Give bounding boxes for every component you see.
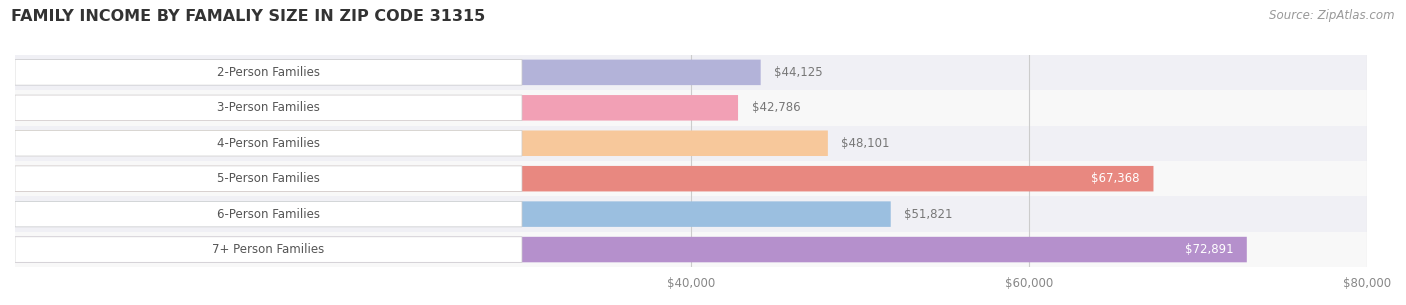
Text: 2-Person Families: 2-Person Families (217, 66, 321, 79)
Text: FAMILY INCOME BY FAMALIY SIZE IN ZIP CODE 31315: FAMILY INCOME BY FAMALIY SIZE IN ZIP COD… (11, 9, 485, 24)
FancyBboxPatch shape (15, 131, 828, 156)
Bar (15, 161, 1367, 196)
Text: $51,821: $51,821 (904, 208, 953, 221)
FancyBboxPatch shape (15, 237, 522, 262)
Text: 5-Person Families: 5-Person Families (217, 172, 321, 185)
FancyBboxPatch shape (15, 166, 522, 192)
Bar (15, 126, 1367, 161)
Bar (15, 55, 1367, 90)
FancyBboxPatch shape (15, 166, 1153, 192)
Text: $44,125: $44,125 (775, 66, 823, 79)
Text: $48,101: $48,101 (841, 137, 890, 150)
FancyBboxPatch shape (15, 95, 522, 120)
FancyBboxPatch shape (15, 95, 738, 120)
Bar (15, 90, 1367, 126)
Text: $72,891: $72,891 (1185, 243, 1233, 256)
Text: 3-Person Families: 3-Person Families (217, 101, 321, 114)
FancyBboxPatch shape (15, 59, 761, 85)
FancyBboxPatch shape (15, 59, 522, 85)
FancyBboxPatch shape (15, 201, 891, 227)
Text: 7+ Person Families: 7+ Person Families (212, 243, 325, 256)
Text: 6-Person Families: 6-Person Families (217, 208, 321, 221)
Text: $67,368: $67,368 (1091, 172, 1140, 185)
FancyBboxPatch shape (15, 131, 522, 156)
Text: $42,786: $42,786 (752, 101, 800, 114)
Bar (15, 196, 1367, 232)
Text: 4-Person Families: 4-Person Families (217, 137, 321, 150)
FancyBboxPatch shape (15, 237, 1247, 262)
FancyBboxPatch shape (15, 201, 522, 227)
Text: Source: ZipAtlas.com: Source: ZipAtlas.com (1270, 9, 1395, 22)
Bar (15, 232, 1367, 267)
